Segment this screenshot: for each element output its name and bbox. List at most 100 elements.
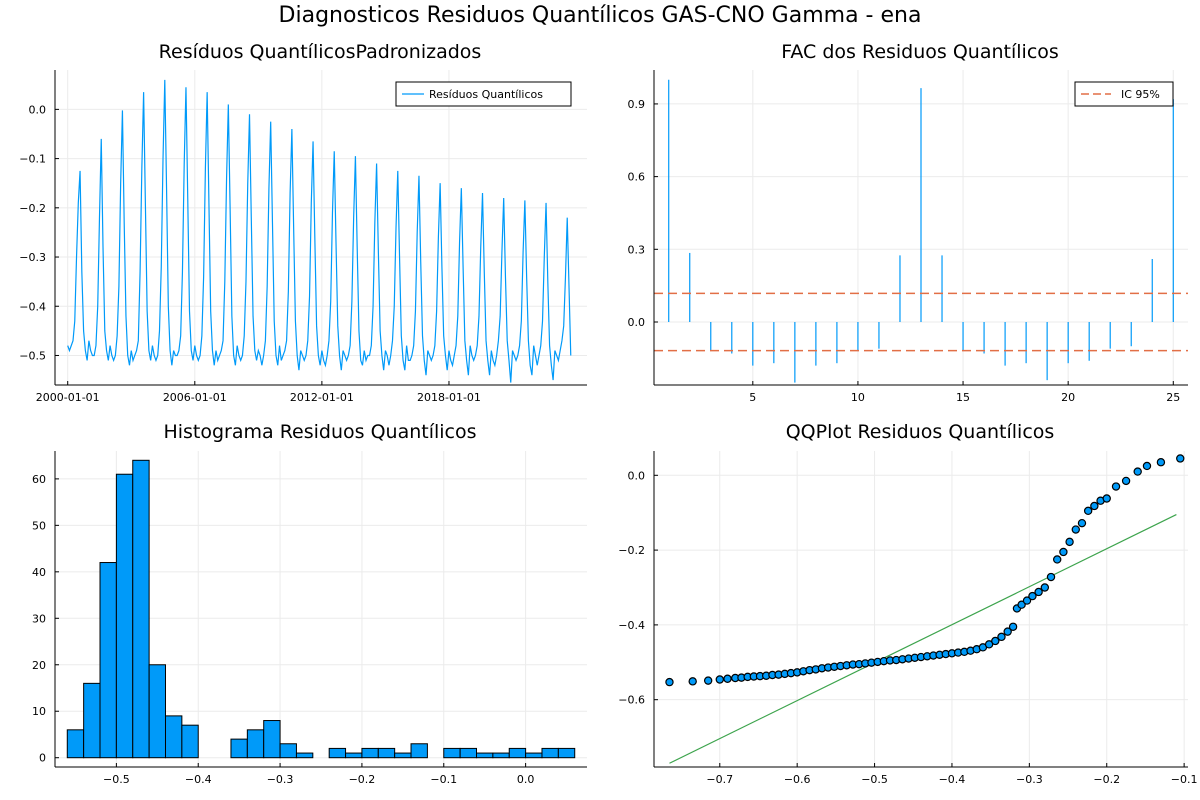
qqplot-point	[1008, 622, 1018, 631]
histogram-x-tick-label: 0.0	[517, 773, 535, 786]
histogram-bar	[476, 752, 494, 759]
acf-y-tick-label: 0.0	[628, 316, 646, 329]
residuals-y-tick-label: −0.2	[19, 202, 46, 215]
qqplot-point	[1053, 555, 1062, 564]
qqplot-point	[1176, 454, 1185, 463]
qqplot-point	[1083, 506, 1093, 516]
legend-label-ic: IC 95%	[1121, 88, 1160, 101]
qqplot-y-tick-label: −0.4	[618, 619, 645, 632]
histogram-y-tick-label: 10	[32, 705, 46, 718]
qqplot-point	[997, 632, 1006, 642]
histogram-x-tick-label: −0.3	[267, 773, 294, 786]
residuals-x-tick-label: 2006-01-01	[163, 391, 227, 404]
residuals-y-tick-label: −0.4	[19, 300, 46, 313]
panel-histogram-title: Histograma Residuos Quantílicos	[163, 421, 476, 443]
qqplot-point	[1142, 461, 1152, 471]
residuals-series-line	[67, 79, 572, 383]
panel-acf-title: FAC dos Residuos Quantílicos	[781, 41, 1059, 63]
histogram-bar	[263, 720, 281, 759]
histogram-y-tick-label: 0	[39, 752, 46, 765]
qqplot-point	[688, 677, 697, 686]
qqplot-point	[1028, 591, 1037, 601]
residuals-y-tick-label: −0.1	[19, 153, 46, 166]
histogram-bar	[541, 747, 559, 759]
histogram-bar	[295, 752, 314, 759]
qqplot-reference-line	[669, 514, 1177, 764]
qqplot-point	[1034, 587, 1043, 597]
panel-residuals-timeseries: Resíduos QuantílicosPadronizados 2000-01…	[19, 41, 587, 404]
histogram-bar	[246, 729, 265, 759]
histogram-bar	[443, 747, 461, 759]
histogram-bar	[99, 562, 117, 759]
histogram-y-tick-label: 40	[32, 566, 46, 579]
histogram-bar	[345, 752, 363, 759]
qqplot-point	[1040, 583, 1050, 592]
histogram-bar	[328, 747, 347, 759]
histogram-bar	[377, 747, 396, 759]
residuals-x-tick-label: 2012-01-01	[290, 391, 354, 404]
panel-acf: FAC dos Residuos Quantílicos 5 10 15 20 25 0.…	[628, 41, 1188, 404]
acf-legend: IC 95%	[1074, 81, 1174, 107]
residuals-y-tick-label: 0.0	[29, 103, 47, 116]
qqplot-point	[1102, 494, 1111, 503]
acf-x-tick-label: 5	[749, 391, 756, 404]
qqplot-y-tick-label: −0.6	[618, 694, 645, 707]
qqplot-point	[1003, 627, 1012, 636]
histogram-bar	[508, 747, 527, 759]
histogram-bar	[361, 747, 379, 759]
histogram-y-tick-label: 60	[32, 473, 46, 486]
histogram-bar	[394, 752, 412, 759]
histogram-bar	[557, 747, 576, 759]
qqplot-x-tick-label: −0.4	[939, 773, 966, 786]
acf-y-tick-label: 0.3	[628, 243, 646, 256]
histogram-bar	[132, 459, 150, 759]
qqplot-point	[1156, 458, 1166, 467]
histogram-bar	[181, 724, 199, 759]
qqplot-point	[1065, 537, 1074, 547]
histogram-bar	[279, 743, 297, 759]
histogram-bar	[164, 715, 183, 759]
qqplot-x-tick-label: −0.5	[861, 773, 888, 786]
qqplot-point	[723, 674, 732, 683]
histogram-bar	[66, 729, 85, 759]
qqplot-point	[1059, 547, 1068, 557]
qqplot-point	[991, 636, 1000, 646]
qqplot-point	[715, 675, 724, 684]
histogram-bar	[83, 682, 101, 759]
qqplot-point	[1077, 518, 1087, 528]
qqplot-x-tick-label: −0.6	[784, 773, 811, 786]
histogram-y-tick-label: 20	[32, 659, 46, 672]
panel-residuals-title: Resíduos QuantílicosPadronizados	[159, 41, 482, 63]
histogram-bar	[410, 743, 428, 759]
acf-x-tick-label: 10	[851, 391, 865, 404]
qqplot-point	[703, 676, 713, 685]
acf-x-tick-label: 15	[956, 391, 970, 404]
histogram-x-tick-label: −0.1	[430, 773, 457, 786]
residuals-x-tick-label: 2018-01-01	[417, 391, 481, 404]
acf-x-tick-label: 25	[1166, 391, 1180, 404]
legend-label-residuals: Resíduos Quantílicos	[429, 88, 543, 101]
panel-qqplot-title: QQPlot Residuos Quantílicos	[786, 421, 1055, 443]
qqplot-x-tick-label: −0.7	[706, 773, 733, 786]
qqplot-x-tick-label: −0.2	[1093, 773, 1120, 786]
qqplot-point	[1071, 525, 1080, 534]
residuals-legend: Resíduos Quantílicos	[395, 81, 572, 107]
qqplot-point	[1090, 501, 1099, 511]
histogram-x-tick-label: −0.5	[103, 773, 130, 786]
histogram-y-tick-label: 30	[32, 612, 46, 625]
qqplot-x-tick-label: −0.1	[1171, 773, 1198, 786]
qqplot-point	[1017, 600, 1026, 609]
panel-histogram: Histograma Residuos Quantílicos −0.5 −0.4…	[32, 421, 587, 786]
panel-qqplot: QQPlot Residuos Quantílicos −0.7 −0.6 −0.5…	[618, 421, 1197, 786]
qqplot-point	[1133, 467, 1142, 476]
histogram-bar	[115, 473, 134, 759]
residuals-y-tick-label: −0.3	[19, 251, 46, 264]
histogram-bar	[525, 752, 543, 759]
histogram-bar	[230, 738, 248, 759]
histogram-bar	[148, 664, 166, 759]
histogram-x-tick-label: −0.4	[185, 773, 212, 786]
residuals-x-tick-label: 2000-01-01	[36, 391, 100, 404]
qqplot-x-tick-label: −0.3	[1016, 773, 1043, 786]
qqplot-y-tick-label: −0.2	[618, 544, 645, 557]
